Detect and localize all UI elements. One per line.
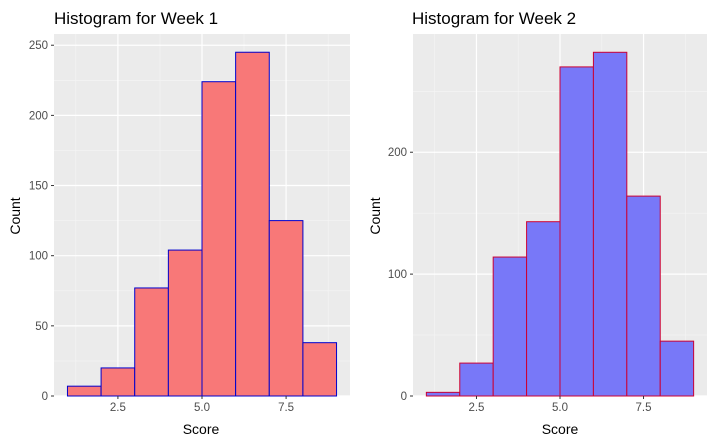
- histogram-bar-week-2: [659, 340, 695, 397]
- y-axis-label-week-2: Count: [367, 197, 383, 234]
- histogram-bar-week-1: [268, 220, 304, 397]
- y-tick-label: 200: [388, 147, 407, 159]
- x-tick-label: 2.5: [468, 402, 484, 414]
- x-axis-label-week-1: Score: [183, 421, 220, 437]
- histogram-bar-week-1: [201, 81, 237, 397]
- histogram-bar-week-1: [66, 385, 102, 397]
- y-tick-label: 50: [35, 321, 48, 333]
- x-tick-label: 5.0: [194, 402, 210, 414]
- y-tick-label: 0: [42, 391, 48, 403]
- histogram-bar-week-2: [425, 391, 461, 397]
- histogram-bar-week-1: [302, 342, 338, 397]
- y-tick-label: 100: [388, 269, 407, 281]
- x-tick-label: 7.5: [636, 402, 652, 414]
- histogram-bar-week-2: [526, 221, 561, 397]
- chart-title-week-2: Histogram for Week 2: [412, 9, 576, 28]
- histogram-bar-week-2: [592, 51, 628, 397]
- x-tick-label: 5.0: [552, 402, 568, 414]
- x-tick-label: 7.5: [278, 402, 294, 414]
- y-axis-label-week-1: Count: [7, 197, 23, 234]
- histogram-bar-week-1: [100, 367, 136, 397]
- histogram-week-2: 0 100 200 2.5 5.0 7.5 Histogram for Week 2 Scor…: [367, 9, 707, 437]
- histogram-bar-week-2: [492, 256, 528, 397]
- x-tick-label: 2.5: [110, 402, 126, 414]
- y-tick-label: 150: [29, 181, 48, 193]
- y-tick-label: 0: [401, 391, 407, 403]
- histogram-bar-week-2: [559, 66, 594, 397]
- chart-title-week-1: Histogram for Week 1: [54, 9, 218, 28]
- x-axis-label-week-2: Score: [542, 421, 579, 437]
- y-tick-label: 250: [29, 40, 48, 52]
- histogram-bar-week-1: [134, 287, 169, 397]
- histogram-bar-week-2: [626, 195, 661, 397]
- y-tick-label: 100: [29, 251, 48, 263]
- histogram-week-1: 0 50 100 150 200 250 2.5 5.0 7.5 Histogram for We…: [7, 9, 350, 437]
- histogram-bar-week-1: [167, 249, 203, 397]
- y-tick-label: 200: [29, 110, 48, 122]
- histogram-bar-week-1: [235, 51, 270, 397]
- histogram-bar-week-2: [459, 362, 494, 397]
